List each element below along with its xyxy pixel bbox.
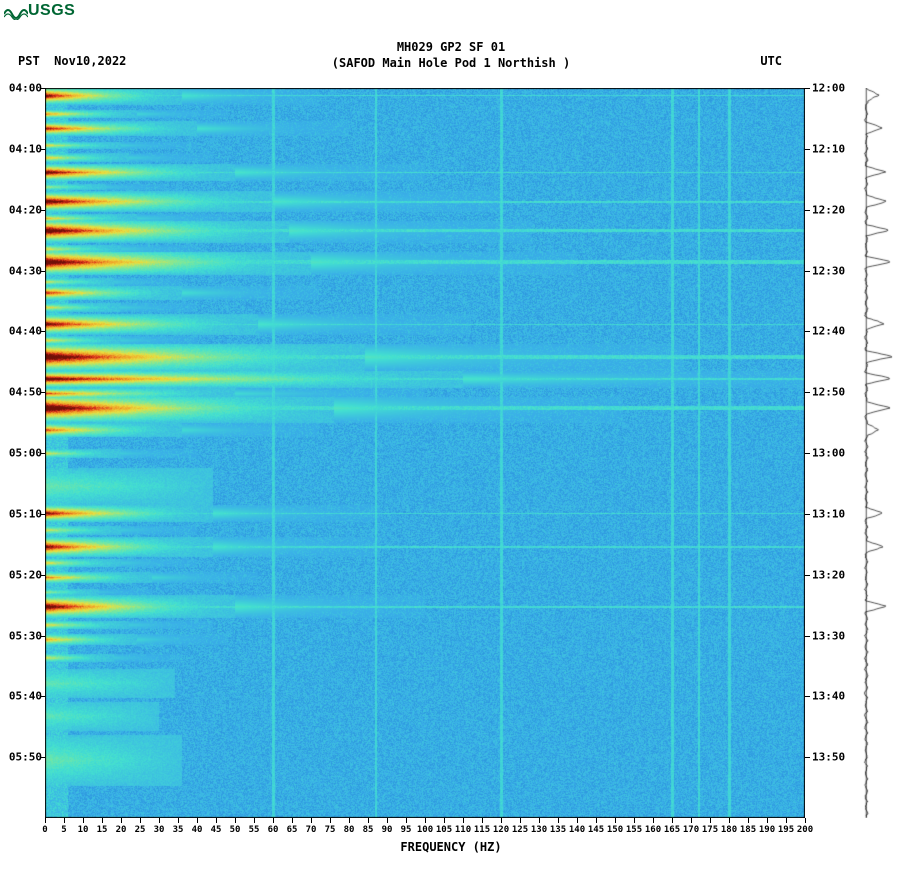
y-tick-right: 13:50 <box>812 751 845 764</box>
x-tick: 105 <box>436 825 452 835</box>
x-tick: 140 <box>569 825 585 835</box>
y-tick-left: 05:20 <box>4 568 42 581</box>
x-tick: 130 <box>531 825 547 835</box>
y-tick-right: 12:50 <box>812 386 845 399</box>
x-tick: 90 <box>382 825 393 835</box>
x-tick: 150 <box>607 825 623 835</box>
x-tick: 95 <box>401 825 412 835</box>
x-tick: 75 <box>325 825 336 835</box>
y-tick-left: 04:40 <box>4 325 42 338</box>
x-tick: 10 <box>78 825 89 835</box>
side-waveform <box>855 88 900 818</box>
usgs-logo-text: USGS <box>28 2 75 20</box>
y-tick-right: 12:00 <box>812 82 845 95</box>
y-tick-left: 05:30 <box>4 629 42 642</box>
x-tick: 115 <box>474 825 490 835</box>
y-tick-left: 04:00 <box>4 82 42 95</box>
x-tick: 5 <box>61 825 66 835</box>
y-tick-left: 04:50 <box>4 386 42 399</box>
left-timezone-date: PST Nov10,2022 <box>18 54 126 68</box>
x-tick: 55 <box>249 825 260 835</box>
x-tick: 15 <box>97 825 108 835</box>
x-tick: 190 <box>759 825 775 835</box>
y-tick-left: 05:10 <box>4 507 42 520</box>
x-tick: 180 <box>721 825 737 835</box>
y-tick-left: 05:50 <box>4 751 42 764</box>
x-tick: 65 <box>287 825 298 835</box>
x-tick: 45 <box>211 825 222 835</box>
x-tick: 70 <box>306 825 317 835</box>
x-tick: 50 <box>230 825 241 835</box>
y-tick-left: 04:30 <box>4 264 42 277</box>
x-tick: 185 <box>740 825 756 835</box>
x-tick: 110 <box>455 825 471 835</box>
y-tick-right: 12:20 <box>812 203 845 216</box>
spectrogram-plot <box>45 88 805 818</box>
x-tick: 30 <box>154 825 165 835</box>
x-tick: 40 <box>192 825 203 835</box>
y-tick-right: 13:00 <box>812 447 845 460</box>
x-tick: 160 <box>645 825 661 835</box>
y-tick-right: 12:10 <box>812 142 845 155</box>
x-tick: 155 <box>626 825 642 835</box>
x-tick: 120 <box>493 825 509 835</box>
y-tick-left: 04:20 <box>4 203 42 216</box>
y-tick-left: 05:00 <box>4 447 42 460</box>
x-tick: 175 <box>702 825 718 835</box>
x-tick: 20 <box>116 825 127 835</box>
usgs-logo: USGS <box>4 2 75 20</box>
y-tick-right: 13:10 <box>812 507 845 520</box>
left-timezone: PST <box>18 54 40 68</box>
y-tick-right: 13:30 <box>812 629 845 642</box>
y-tick-right: 12:40 <box>812 325 845 338</box>
y-tick-left: 05:40 <box>4 690 42 703</box>
usgs-wave-icon <box>4 2 28 20</box>
y-tick-right: 13:40 <box>812 690 845 703</box>
x-tick: 200 <box>797 825 813 835</box>
y-tick-right: 13:20 <box>812 568 845 581</box>
x-tick: 135 <box>550 825 566 835</box>
x-tick: 145 <box>588 825 604 835</box>
x-tick: 170 <box>683 825 699 835</box>
x-tick: 80 <box>344 825 355 835</box>
x-tick: 35 <box>173 825 184 835</box>
right-timezone: UTC <box>760 54 782 68</box>
x-tick: 0 <box>42 825 47 835</box>
spectrogram-canvas <box>45 88 805 818</box>
header-date: Nov10,2022 <box>54 54 126 68</box>
x-tick: 195 <box>778 825 794 835</box>
y-tick-left: 04:10 <box>4 142 42 155</box>
x-tick: 85 <box>363 825 374 835</box>
x-tick: 165 <box>664 825 680 835</box>
x-tick: 100 <box>417 825 433 835</box>
y-tick-right: 12:30 <box>812 264 845 277</box>
x-tick: 125 <box>512 825 528 835</box>
x-tick: 25 <box>135 825 146 835</box>
waveform-canvas <box>855 88 900 818</box>
x-tick: 60 <box>268 825 279 835</box>
x-axis-label: FREQUENCY (HZ) <box>0 840 902 854</box>
